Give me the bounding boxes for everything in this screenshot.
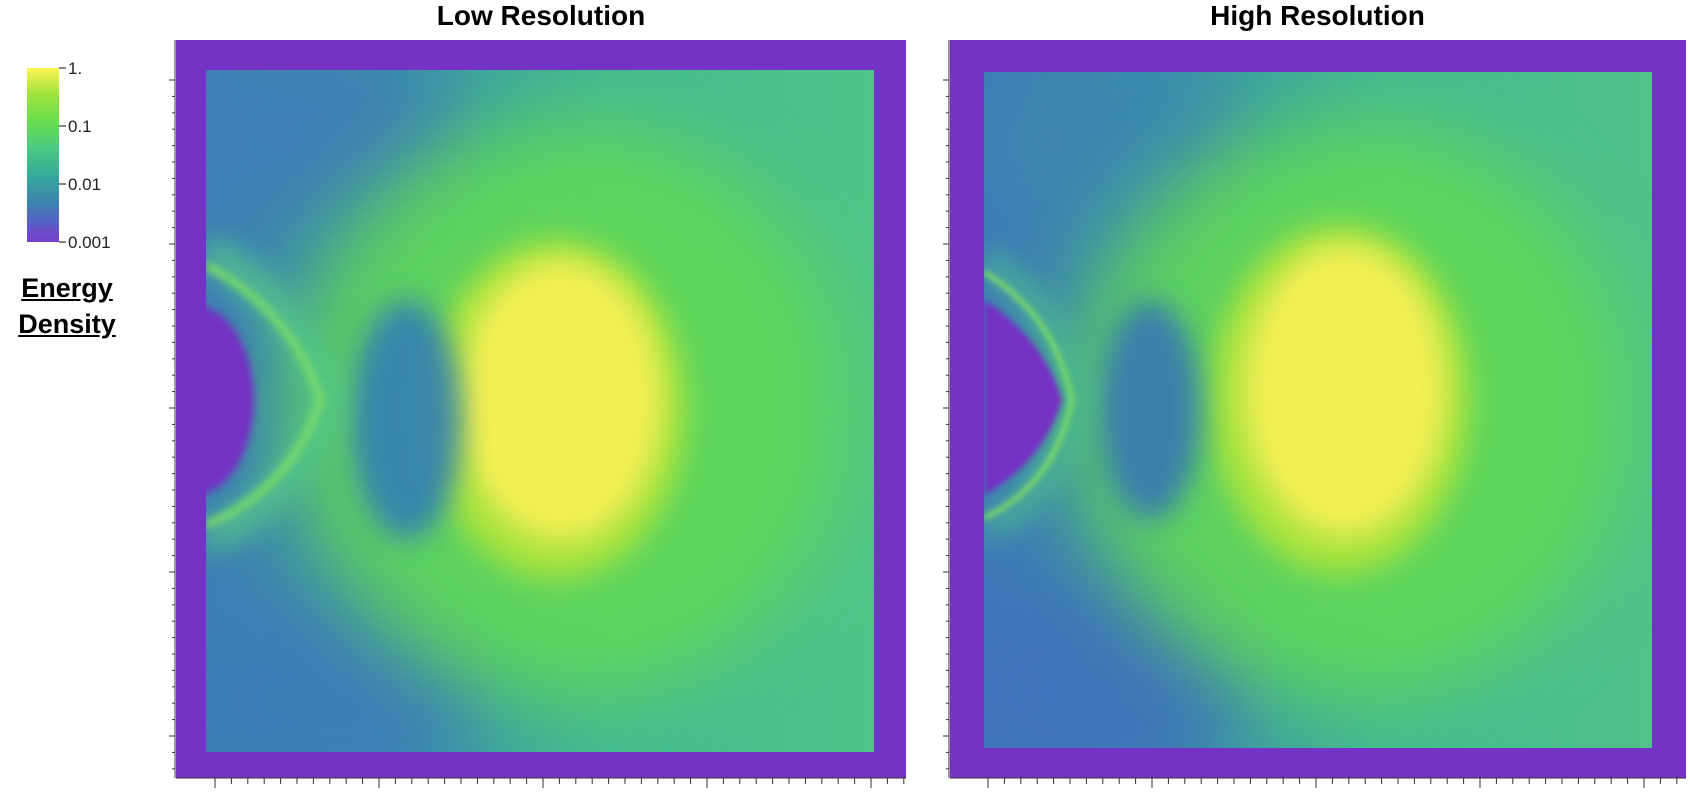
- colorbar-tick-label: 0.01: [68, 175, 102, 194]
- colorbar-ticks: [59, 67, 66, 243]
- colorbar-tick-label: 0.1: [68, 117, 92, 136]
- colorbar-title-line-2: Density: [18, 309, 116, 339]
- colorbar-tick-label: 0.001: [68, 233, 111, 252]
- colorbar-tick-label: 1.: [68, 59, 83, 78]
- colorbar: [27, 68, 59, 242]
- panel-title-high-resolution: High Resolution: [1210, 0, 1425, 31]
- heatmap-high-resolution: [950, 40, 1686, 778]
- heatmap-low-resolution: [176, 40, 906, 778]
- panel-title-low-resolution: Low Resolution: [436, 0, 646, 31]
- colorbar-title-line-1: Energy: [21, 273, 113, 303]
